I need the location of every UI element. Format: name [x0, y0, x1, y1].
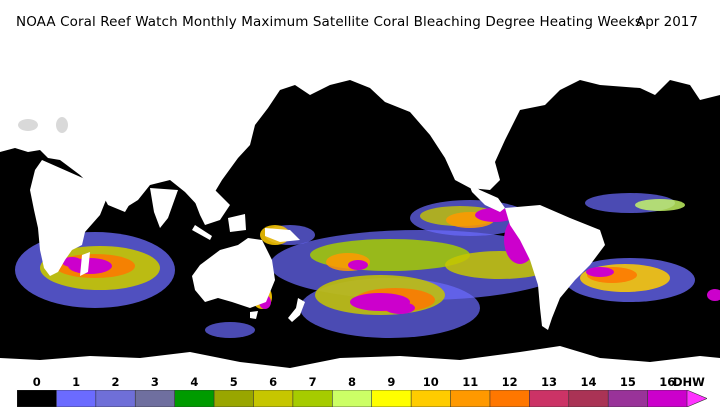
landmass-tasmania — [250, 311, 258, 319]
legend-swatch — [647, 390, 688, 407]
legend-tick-label: 15 — [619, 375, 636, 389]
lakes — [18, 117, 68, 133]
landmass-sumatra — [192, 225, 212, 240]
landmass-seasia — [195, 190, 230, 225]
legend-tick-label: 4 — [190, 375, 199, 389]
landmass-madagascar — [80, 252, 90, 276]
heat-patches — [15, 193, 720, 338]
legend-tick-label: 1 — [72, 375, 81, 389]
legend-unit: DHW — [673, 375, 705, 389]
continents — [0, 40, 720, 371]
landmass-antarctica — [0, 346, 720, 371]
landmass-arabia — [100, 190, 135, 212]
landmass-newguinea — [265, 228, 300, 242]
dhw-map — [0, 40, 720, 371]
legend-swatch — [607, 390, 649, 407]
legend-swatch — [371, 390, 412, 407]
legend-swatch — [331, 390, 373, 407]
legend-tick-label: 7 — [308, 375, 317, 389]
legend-tick-label: 2 — [111, 375, 120, 389]
legend-swatch — [56, 390, 97, 407]
landmass-north — [0, 40, 720, 210]
legend-ticks: 0 1 2 3 4 5 6 7 8 9 10 11 12 13 14 15 16 — [0, 371, 720, 391]
legend-tick-label: 10 — [422, 375, 439, 389]
color-bar — [17, 390, 707, 407]
legend-swatch — [292, 390, 334, 407]
legend-swatch — [568, 390, 609, 407]
dhw-legend: 0 1 2 3 4 5 6 7 8 9 10 11 12 13 14 15 16 DHW — [0, 371, 720, 411]
landmass-borneo — [228, 214, 246, 232]
legend-swatch — [489, 390, 531, 407]
legend-swatch — [134, 390, 176, 407]
landmass-australia — [192, 238, 275, 308]
landmass-newzealand — [288, 298, 305, 322]
landmass-africa — [30, 160, 110, 276]
legend-tick-label: 6 — [269, 375, 278, 389]
landmass-india — [150, 188, 178, 228]
map-title: NOAA Coral Reef Watch Monthly Maximum Sa… — [16, 14, 642, 30]
legend-tick-label: 12 — [501, 375, 518, 389]
legend-tick-label: 13 — [541, 375, 558, 389]
legend-swatch — [253, 390, 294, 407]
legend-swatch — [529, 390, 570, 407]
legend-swatch — [213, 390, 255, 407]
legend-tick-label: 14 — [580, 375, 597, 389]
legend-swatch — [450, 390, 491, 407]
landmass-centralamerica — [468, 182, 505, 212]
legend-swatch — [17, 390, 58, 407]
legend-tick-label: 11 — [462, 375, 479, 389]
landmass-southamerica — [505, 205, 605, 330]
legend-swatch — [174, 390, 215, 407]
legend-swatch — [95, 390, 137, 407]
legend-tick-label: 0 — [32, 375, 41, 389]
legend-tick-label: 16 — [659, 375, 676, 389]
legend-swatch — [410, 390, 452, 407]
legend-tick-label: 8 — [347, 375, 357, 389]
legend-tick-label: 5 — [229, 375, 238, 389]
title-bar: NOAA Coral Reef Watch Monthly Maximum Sa… — [0, 0, 720, 40]
legend-tick-label: 9 — [387, 375, 396, 389]
legend-tick-label: 3 — [150, 375, 159, 389]
legend-arrow — [686, 390, 707, 407]
map-date: Apr 2017 — [635, 14, 698, 30]
